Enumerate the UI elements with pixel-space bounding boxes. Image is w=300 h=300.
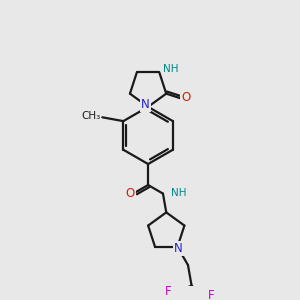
Text: N: N	[141, 98, 150, 111]
Text: CH₃: CH₃	[81, 111, 101, 122]
Text: NH: NH	[171, 188, 186, 198]
Text: F: F	[165, 285, 172, 298]
Text: F: F	[208, 289, 214, 300]
Text: NH: NH	[163, 64, 178, 74]
Text: O: O	[125, 187, 135, 200]
Text: N: N	[174, 242, 183, 255]
Text: O: O	[181, 91, 190, 104]
